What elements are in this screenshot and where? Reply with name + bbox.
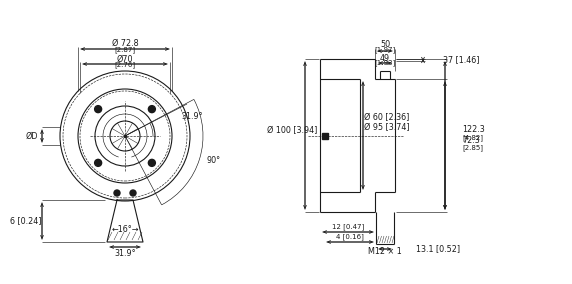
Text: 49: 49: [380, 53, 390, 62]
Text: [1.93]: [1.93]: [375, 60, 396, 66]
Text: Ø 72.8: Ø 72.8: [112, 39, 138, 47]
Circle shape: [94, 159, 102, 166]
Text: Ø 100 [3.94]: Ø 100 [3.94]: [267, 126, 317, 135]
Text: ←16°→: ←16°→: [111, 225, 139, 235]
Circle shape: [94, 106, 102, 113]
Text: 12 [0.47]: 12 [0.47]: [332, 224, 364, 230]
Text: 4 [0.16]: 4 [0.16]: [336, 234, 364, 240]
Text: M12 × 1: M12 × 1: [368, 247, 402, 256]
Text: 50: 50: [380, 39, 390, 49]
Text: 13.1 [0.52]: 13.1 [0.52]: [416, 245, 460, 254]
Text: Ø 95 [3.74]: Ø 95 [3.74]: [364, 123, 410, 132]
Circle shape: [148, 159, 156, 166]
Text: [4.82]: [4.82]: [462, 134, 483, 141]
Text: 31.9°: 31.9°: [114, 250, 136, 258]
Text: 6 [0.24]: 6 [0.24]: [10, 216, 42, 225]
Text: Ø70: Ø70: [117, 55, 133, 64]
Circle shape: [130, 190, 136, 196]
Circle shape: [148, 106, 156, 113]
Text: [2.85]: [2.85]: [462, 144, 483, 151]
Text: [2.76]: [2.76]: [114, 62, 136, 68]
Text: 90°: 90°: [206, 156, 220, 164]
Text: 37 [1.46]: 37 [1.46]: [443, 55, 479, 64]
Text: [1.97]: [1.97]: [375, 47, 396, 53]
Text: [2.87]: [2.87]: [114, 47, 136, 53]
Text: 31.9°: 31.9°: [181, 112, 202, 120]
Bar: [322, 133, 328, 139]
Text: 122.3: 122.3: [462, 125, 484, 134]
Text: Ø 60 [2.36]: Ø 60 [2.36]: [364, 113, 410, 122]
Text: ØD: ØD: [26, 131, 38, 141]
Circle shape: [114, 190, 120, 196]
Text: 72.3: 72.3: [462, 136, 480, 145]
